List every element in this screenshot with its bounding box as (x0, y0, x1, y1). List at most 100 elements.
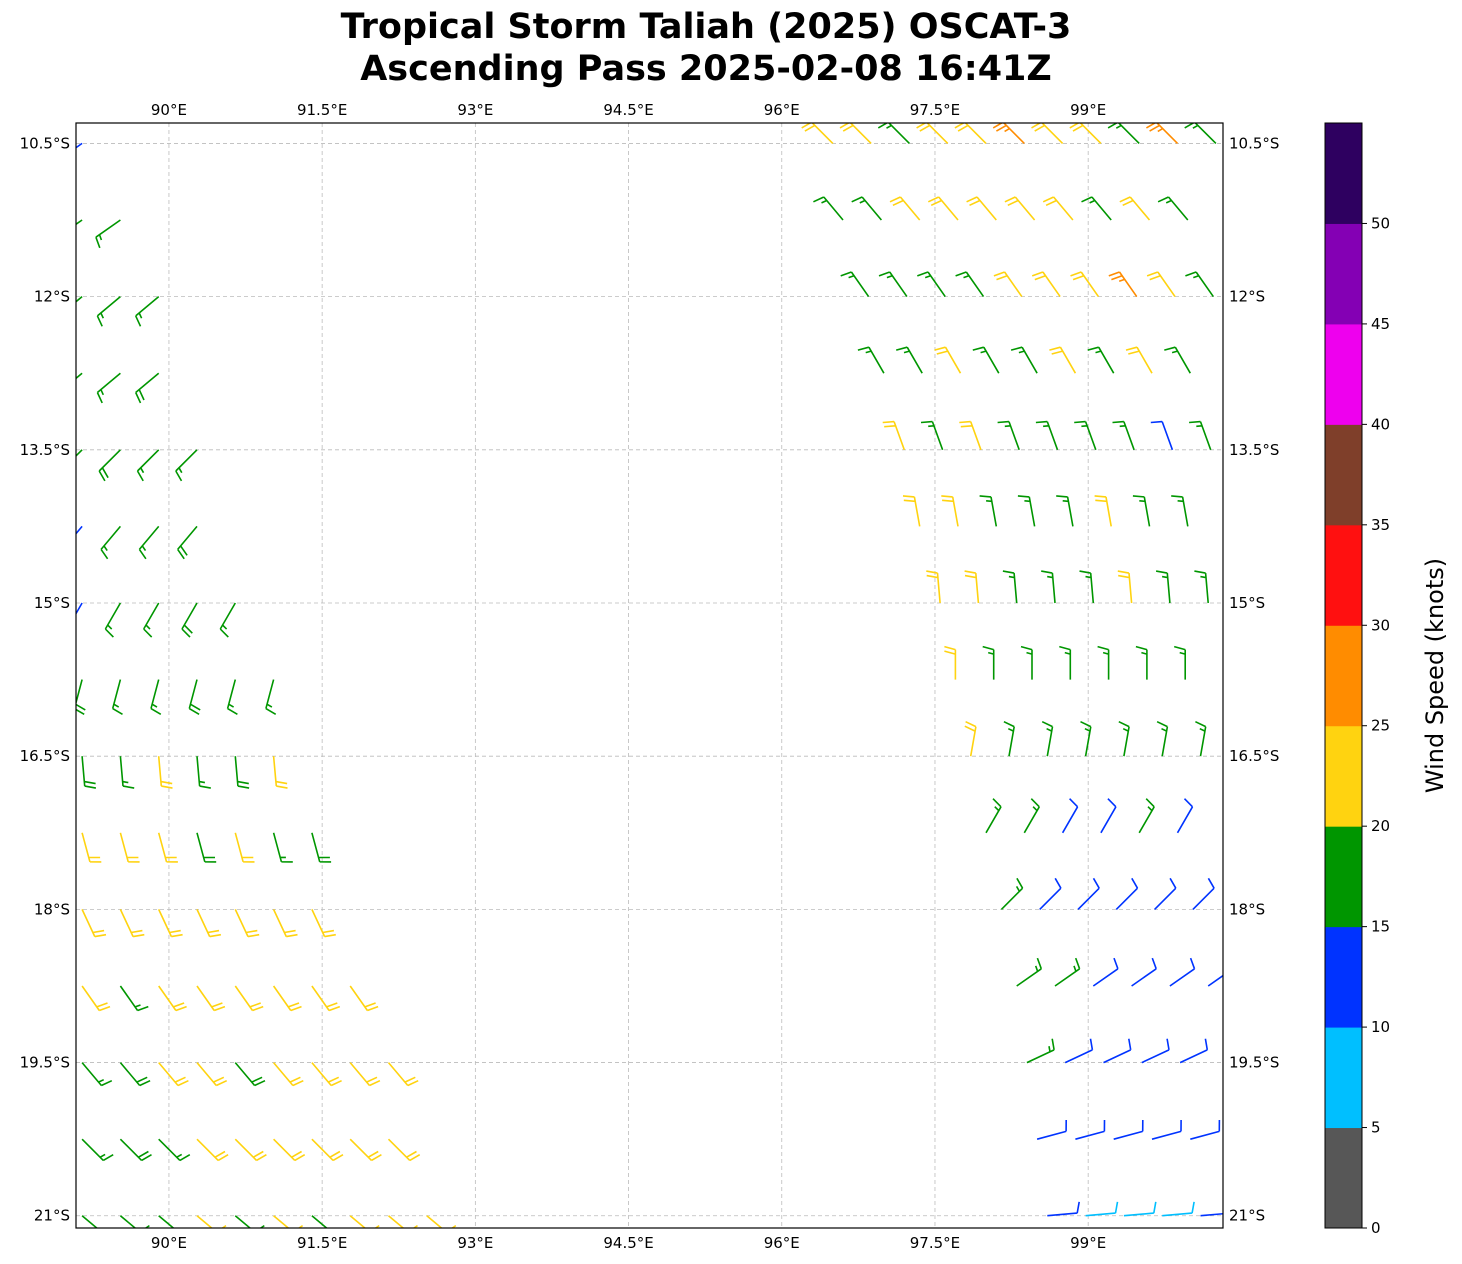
wind-barb (104, 602, 122, 638)
wind-barb (1108, 271, 1138, 298)
wind-barb (119, 832, 140, 863)
wind-barb (1156, 720, 1169, 757)
wind-barb (1026, 1038, 1055, 1064)
lon-tick-label-bottom: 96°E (764, 1234, 800, 1252)
lat-tick-label-right: 16.5°S (1229, 747, 1279, 765)
wind-barb (1169, 957, 1196, 987)
wind-barb (76, 142, 83, 149)
wind-barb (76, 295, 83, 303)
colorbar-tick-label: 10 (1371, 1018, 1390, 1036)
wind-barb (1061, 798, 1079, 834)
wind-barb (1070, 271, 1100, 298)
lon-tick-label-top: 96°E (764, 101, 800, 119)
wind-barb (1154, 877, 1177, 910)
lat-tick-label-right: 21°S (1229, 1207, 1265, 1225)
wind-barb (81, 832, 102, 863)
wind-barb (272, 1062, 304, 1087)
wind-barb (158, 985, 187, 1012)
wind-barb (1146, 123, 1179, 144)
wind-barb (349, 1062, 381, 1087)
lon-tick-label-bottom: 91.5°E (297, 1234, 347, 1252)
wind-barb (81, 1215, 115, 1228)
wind-barb (1162, 1201, 1195, 1217)
wind-barb (272, 756, 288, 789)
wind-barb (157, 756, 173, 789)
wind-barb (1085, 1201, 1119, 1217)
wind-barb (1041, 720, 1054, 757)
colorbar-tick-label: 50 (1371, 214, 1390, 232)
wind-barb (1002, 570, 1018, 604)
colorbar-segment (1325, 223, 1362, 325)
wind-barb (1094, 495, 1112, 527)
wind-barb (979, 495, 998, 527)
wind-barb (273, 1215, 306, 1228)
wind-barb (1176, 798, 1194, 834)
wind-barb (95, 219, 121, 249)
wind-barb (1132, 495, 1151, 527)
wind-barb (882, 420, 906, 451)
wind-barb (1151, 1119, 1182, 1140)
wind-barb (119, 1138, 152, 1162)
colorbar-label: Wind Speed (knots) (1421, 558, 1449, 793)
wind-barb (1074, 420, 1097, 451)
wind-barbs (76, 123, 1223, 1228)
lat-tick-label-right: 18°S (1229, 900, 1265, 918)
wind-barb (1115, 877, 1139, 910)
wind-barb (1131, 957, 1157, 987)
wind-barb (1189, 420, 1212, 451)
colorbar-frame (1324, 122, 1363, 1229)
colorbar-segment (1325, 926, 1362, 1028)
wind-barb (273, 1138, 306, 1162)
lat-tick-label-left: 19.5°S (20, 1054, 70, 1072)
wind-barb (982, 645, 995, 680)
wind-barb (177, 525, 198, 560)
colorbar-tick-label: 15 (1371, 918, 1390, 936)
wind-barb (1092, 957, 1119, 987)
wind-barb (813, 196, 844, 221)
wind-barb (1119, 196, 1151, 221)
wind-barb (272, 832, 293, 863)
wind-barb (119, 1062, 151, 1087)
lon-tick-label-top: 91.5°E (297, 101, 347, 119)
wind-barb (100, 525, 122, 560)
wind-barb (196, 1215, 230, 1228)
wind-barb (955, 271, 985, 298)
wind-barb (387, 1062, 419, 1087)
wind-barb (1157, 196, 1189, 221)
wind-barb (1138, 798, 1155, 834)
wind-barb (972, 346, 1000, 374)
wind-barb (196, 1138, 229, 1162)
lat-tick-label-left: 12°S (34, 288, 70, 306)
wind-barb (226, 679, 238, 715)
lon-tick-label-top: 90°E (151, 101, 187, 119)
wind-barb (234, 985, 264, 1012)
wind-barb (1049, 346, 1077, 374)
wind-barb (196, 832, 217, 863)
wind-barb (895, 346, 923, 374)
wind-barb (138, 525, 160, 560)
wind-barb (1036, 1119, 1067, 1140)
wind-barb (234, 1138, 267, 1162)
wind-barb (234, 756, 250, 789)
lon-tick-label-top: 97.5°E (910, 101, 960, 119)
wind-barb (1164, 346, 1191, 374)
wind-barb (801, 123, 834, 144)
wind-barb (964, 570, 980, 604)
wind-barb (81, 909, 107, 938)
wind-barb (1135, 645, 1148, 680)
chart-title-line-1: Tropical Storm Taliah (2025) OSCAT-3 (340, 7, 1072, 47)
colorbar-segment (1325, 323, 1362, 425)
wind-barb (234, 832, 255, 863)
wind-barb (81, 1138, 114, 1162)
wind-barb (311, 1062, 342, 1087)
wind-barb (997, 420, 1020, 451)
wind-barb (920, 420, 944, 451)
wind-barb (311, 985, 341, 1012)
wind-barb (1171, 495, 1189, 527)
wind-barb (1020, 645, 1033, 680)
wind-barb (1107, 123, 1140, 144)
wind-barb (1123, 1201, 1157, 1217)
wind-barb (1069, 123, 1102, 144)
wind-barb (1179, 1038, 1209, 1064)
